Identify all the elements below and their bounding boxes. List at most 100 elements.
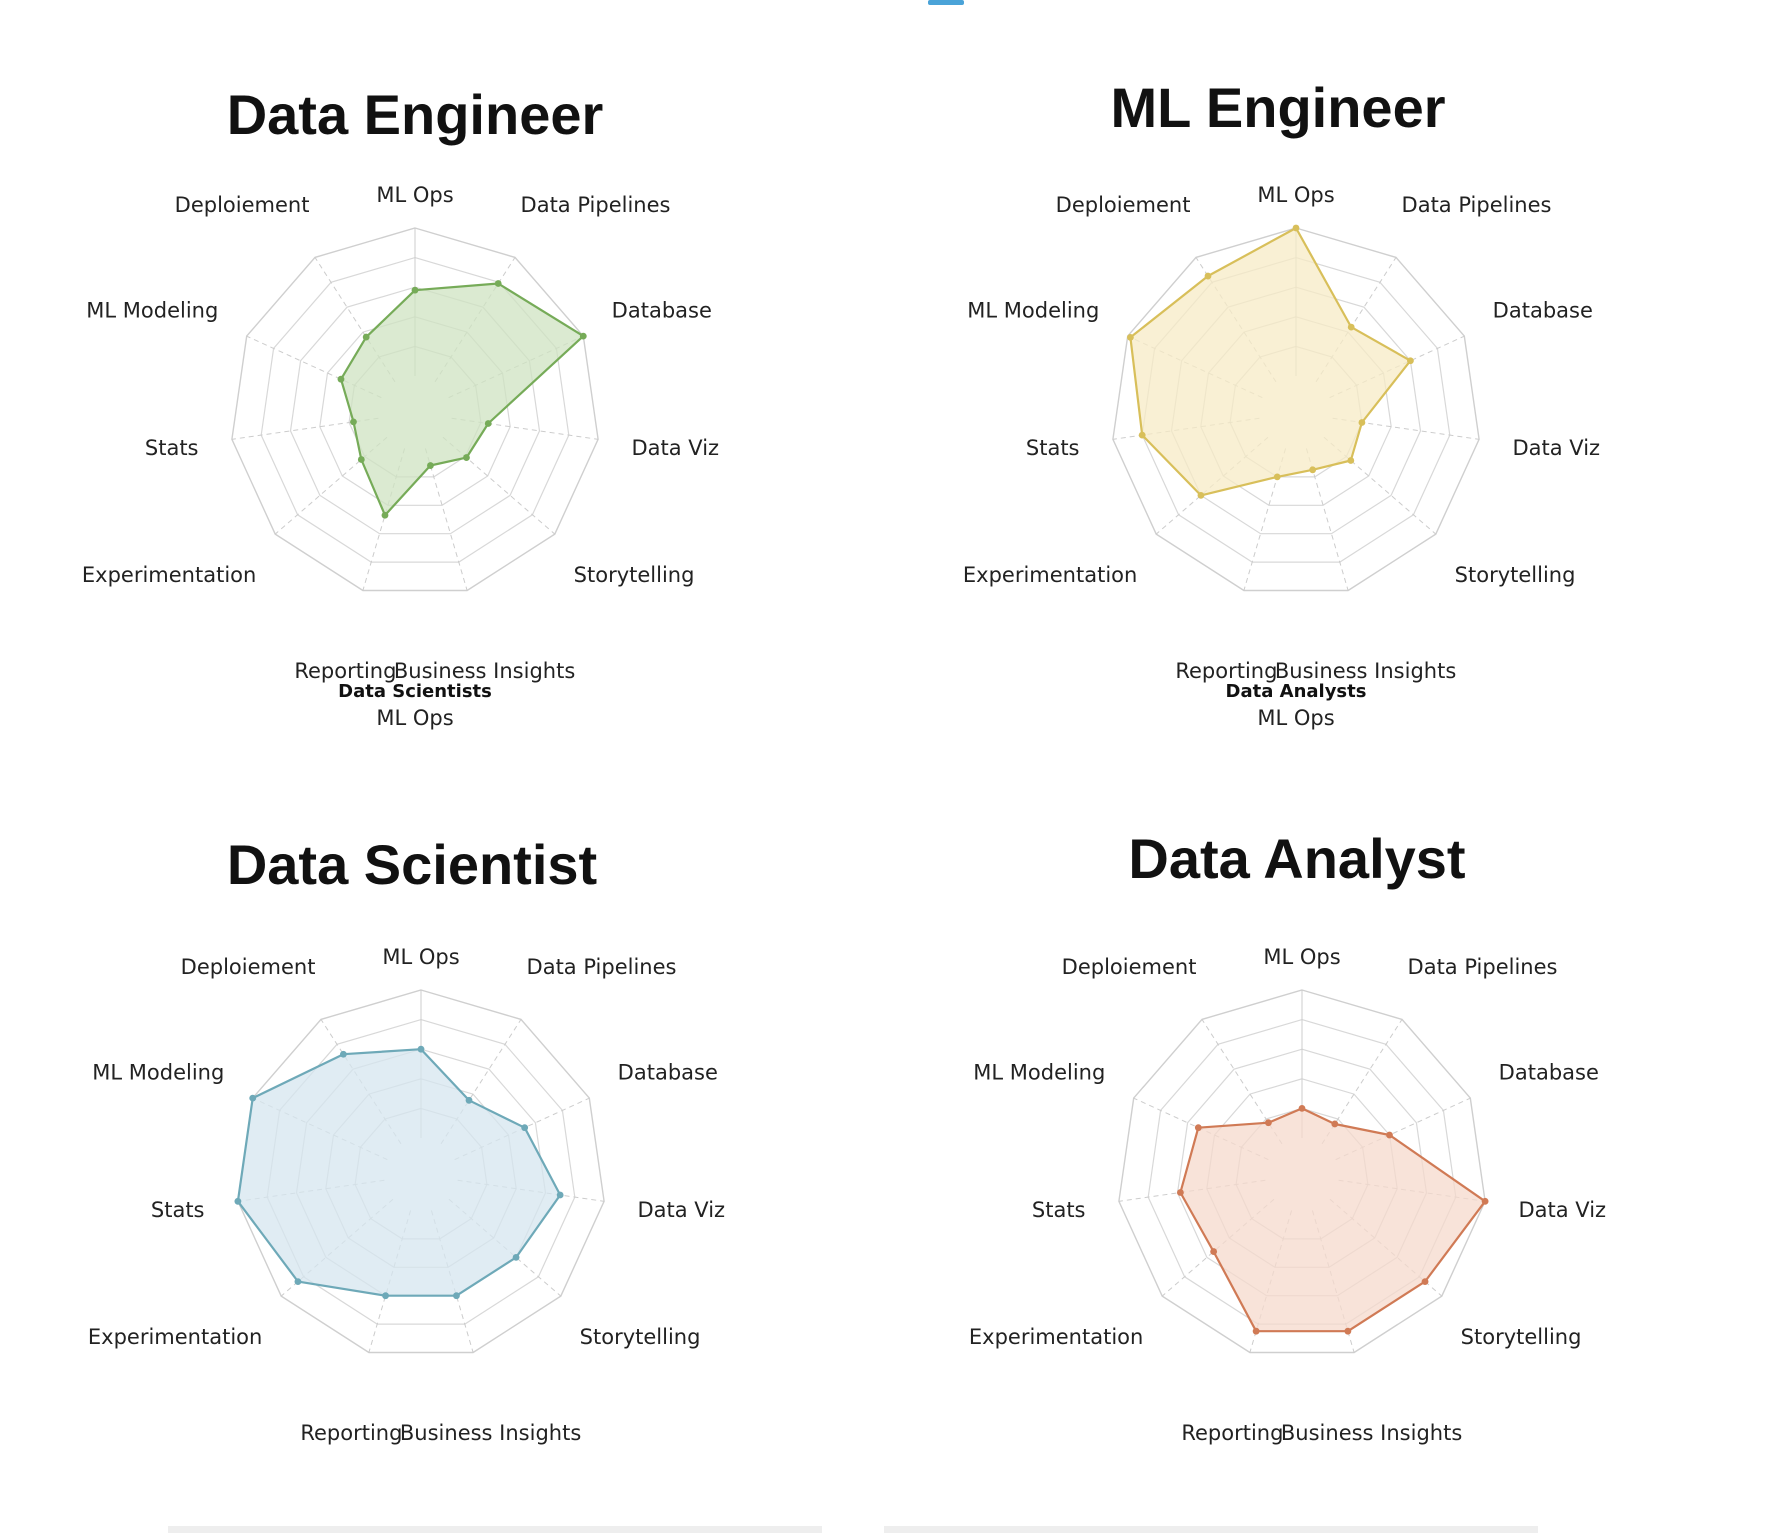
data-engineer-subcaption: ML Ops	[376, 706, 453, 730]
data-engineer-grid-ring-5	[231, 227, 599, 592]
data-engineer-point-stats	[350, 418, 357, 426]
data-analyst-point-storytelling	[1421, 1278, 1429, 1286]
data-engineer-spoke-ml-modeling	[246, 335, 382, 399]
data-analyst-spoke-database	[1335, 1097, 1471, 1161]
ml-engineer-point-experimentation	[1197, 491, 1205, 499]
data-analyst-axis-label-business-insights: Business Insights	[1281, 1421, 1462, 1445]
data-analyst-title: Data Analyst	[1128, 827, 1465, 890]
data-scientist-axis-label-database: Database	[618, 1060, 718, 1084]
data-scientist-point-data-pipelines	[465, 1096, 473, 1104]
ml-engineer-spoke-data-viz	[1332, 417, 1480, 440]
data-scientist-axis-label-ml-ops: ML Ops	[382, 945, 459, 969]
ml-engineer-point-deploiement	[1204, 272, 1212, 280]
data-engineer-point-storytelling	[463, 454, 470, 461]
data-analyst-axis-label-stats: Stats	[1032, 1198, 1086, 1222]
ml-engineer-spoke-storytelling	[1323, 436, 1437, 535]
ml-engineer-point-reporting	[1273, 473, 1281, 481]
data-engineer-axis-label-reporting: Reporting	[294, 659, 396, 683]
ml-engineer-point-database	[1407, 357, 1414, 365]
data-analyst-spoke-deploiement	[1201, 1019, 1283, 1145]
footer-bar-right	[884, 1526, 1538, 1533]
data-analyst-axis-label-ml-ops: ML Ops	[1263, 945, 1340, 969]
data-engineer-axis-label-storytelling: Storytelling	[574, 563, 695, 587]
ml-engineer-axis-label-stats: Stats	[1026, 436, 1080, 460]
data-engineer-spoke-data-viz	[451, 417, 599, 440]
ml-engineer-grid-ring-5	[1112, 227, 1480, 592]
ml-engineer-point-ml-ops	[1292, 224, 1300, 232]
ml-engineer-spoke-business-insights	[1305, 448, 1349, 591]
data-scientist-axis-label-experimentation: Experimentation	[88, 1325, 262, 1349]
ml-engineer-subcaption: ML Ops	[1257, 706, 1334, 730]
footer-bar-left	[168, 1526, 822, 1533]
data-engineer-title: Data Engineer	[227, 83, 604, 146]
data-engineer-axis-label-experimentation: Experimentation	[82, 563, 256, 587]
ml-engineer-axis-label-ml-modeling: ML Modeling	[967, 298, 1099, 322]
data-scientist-data-area	[236, 1048, 562, 1297]
ml-engineer-point-stats	[1138, 431, 1146, 439]
data-scientist-point-storytelling	[512, 1253, 520, 1261]
data-engineer-axis-label-data-pipelines: Data Pipelines	[521, 193, 671, 217]
data-scientist-point-experimentation	[294, 1278, 302, 1286]
data-scientist-axis-label-business-insights: Business Insights	[400, 1421, 581, 1445]
data-engineer-axis-label-deploiement: Deploiement	[175, 193, 310, 217]
ml-engineer-axis-label-ml-ops: ML Ops	[1257, 183, 1334, 207]
data-scientist-axis-label-reporting: Reporting	[300, 1421, 402, 1445]
data-analyst-axis-label-storytelling: Storytelling	[1461, 1325, 1582, 1349]
data-analyst-point-experimentation	[1210, 1248, 1218, 1255]
ml-engineer-spoke-reporting	[1243, 448, 1287, 591]
data-engineer-axis-label-ml-ops: ML Ops	[376, 183, 453, 207]
data-scientist-point-database	[521, 1124, 529, 1132]
ml-engineer-caption: Data Analysts	[1226, 681, 1367, 702]
data-engineer-spoke-reporting	[362, 448, 406, 591]
ml-engineer-point-data-pipelines	[1347, 323, 1355, 331]
data-engineer-point-experimentation	[357, 456, 365, 463]
ml-engineer-point-ml-modeling	[1127, 333, 1134, 341]
ml-engineer-axis-label-database: Database	[1493, 298, 1593, 322]
data-scientist-axis-label-data-viz: Data Viz	[637, 1198, 725, 1222]
data-scientist-axis-label-deploiement: Deploiement	[181, 955, 316, 979]
data-engineer-spoke-stats	[231, 417, 379, 440]
data-scientist-grid-ring-5	[237, 989, 605, 1354]
data-analyst-axis-label-deploiement: Deploiement	[1062, 955, 1197, 979]
data-analyst-point-business-insights	[1344, 1327, 1352, 1335]
data-analyst-point-deploiement	[1264, 1119, 1272, 1127]
data-engineer-axis-label-stats: Stats	[145, 436, 199, 460]
data-engineer-radar-chart: Data Engineer ML Ops Data Pipelines Databas…	[82, 83, 719, 730]
data-scientist-point-deploiement	[339, 1050, 347, 1058]
data-engineer-spoke-experimentation	[274, 436, 388, 535]
ml-engineer-spoke-data-pipelines	[1315, 257, 1397, 383]
data-analyst-axis-label-data-viz: Data Viz	[1518, 1198, 1606, 1222]
ml-engineer-axis-label-business-insights: Business Insights	[1275, 659, 1456, 683]
data-analyst-spoke-data-pipelines	[1321, 1019, 1403, 1145]
data-engineer-spoke-business-insights	[424, 448, 468, 591]
data-analyst-axis-label-experimentation: Experimentation	[969, 1325, 1143, 1349]
data-engineer-point-database	[579, 332, 587, 340]
data-engineer-axis-label-business-insights: Business Insights	[394, 659, 575, 683]
data-analyst-point-ml-modeling	[1194, 1124, 1202, 1132]
data-scientist-point-data-viz	[556, 1191, 564, 1199]
data-analyst-point-stats	[1177, 1189, 1184, 1196]
data-engineer-point-deploiement	[362, 333, 370, 341]
data-analyst-axis-label-database: Database	[1499, 1060, 1599, 1084]
data-engineer-point-reporting	[381, 511, 389, 519]
ml-engineer-title: ML Engineer	[1110, 76, 1445, 139]
data-analyst-axis-label-ml-modeling: ML Modeling	[973, 1060, 1105, 1084]
ml-engineer-axis-label-data-pipelines: Data Pipelines	[1402, 193, 1552, 217]
ml-engineer-axis-label-data-viz: Data Viz	[1512, 436, 1600, 460]
ml-engineer-point-storytelling	[1347, 457, 1355, 464]
data-analyst-point-data-viz	[1481, 1197, 1489, 1205]
data-engineer-axis-label-ml-modeling: ML Modeling	[86, 298, 218, 322]
ml-engineer-axis-label-storytelling: Storytelling	[1455, 563, 1576, 587]
data-scientist-point-stats	[234, 1197, 242, 1205]
data-scientist-point-ml-ops	[417, 1045, 425, 1053]
ml-engineer-point-data-viz	[1358, 419, 1366, 426]
data-scientist-point-reporting	[382, 1292, 389, 1300]
data-engineer-data-area	[339, 282, 585, 517]
data-scientist-point-business-insights	[453, 1292, 460, 1300]
ml-engineer-point-business-insights	[1309, 466, 1317, 474]
data-analyst-point-database	[1386, 1131, 1393, 1139]
data-engineer-point-data-pipelines	[494, 280, 502, 287]
ml-engineer-axis-label-experimentation: Experimentation	[963, 563, 1137, 587]
data-analyst-point-data-pipelines	[1331, 1120, 1339, 1128]
